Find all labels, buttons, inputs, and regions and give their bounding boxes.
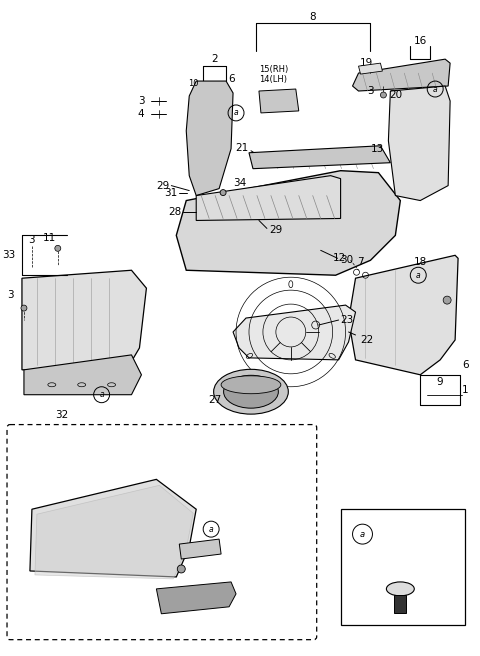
Text: a: a	[433, 85, 437, 94]
Text: a: a	[99, 390, 104, 400]
Polygon shape	[196, 176, 341, 220]
Polygon shape	[352, 59, 450, 91]
Text: 28: 28	[168, 207, 181, 218]
Circle shape	[55, 245, 61, 251]
Text: 7: 7	[357, 257, 364, 267]
Text: 3: 3	[367, 86, 373, 96]
FancyBboxPatch shape	[7, 424, 317, 640]
Polygon shape	[22, 270, 146, 370]
Circle shape	[177, 565, 185, 573]
Text: a: a	[416, 271, 420, 279]
Text: 24: 24	[158, 564, 171, 574]
Text: 4: 4	[138, 109, 144, 119]
Polygon shape	[348, 255, 458, 375]
Text: 13: 13	[371, 144, 384, 154]
Text: 15(RH): 15(RH)	[259, 64, 288, 73]
Circle shape	[220, 190, 226, 195]
Polygon shape	[233, 305, 356, 360]
FancyBboxPatch shape	[395, 595, 406, 613]
Text: 11: 11	[43, 234, 57, 243]
Ellipse shape	[214, 369, 288, 414]
Text: 6: 6	[462, 360, 468, 370]
Text: 26: 26	[136, 594, 149, 604]
Polygon shape	[24, 355, 142, 395]
Polygon shape	[180, 539, 221, 559]
Polygon shape	[186, 81, 233, 195]
Text: 29: 29	[269, 226, 282, 236]
Text: 27: 27	[208, 395, 221, 405]
Text: 18: 18	[414, 257, 427, 267]
Text: 19: 19	[360, 58, 373, 68]
Text: (W/SEAT UNDER SPEAKER): (W/SEAT UNDER SPEAKER)	[27, 440, 139, 449]
Polygon shape	[259, 89, 299, 113]
Text: 30: 30	[341, 255, 354, 265]
Ellipse shape	[224, 375, 278, 408]
Text: 6: 6	[229, 74, 235, 84]
Polygon shape	[359, 63, 383, 74]
Polygon shape	[176, 171, 400, 276]
Text: 3: 3	[138, 96, 144, 106]
Text: 33: 33	[2, 251, 15, 260]
Text: 5: 5	[387, 527, 394, 541]
Ellipse shape	[386, 582, 414, 596]
Text: 22: 22	[360, 335, 374, 345]
Text: 1: 1	[462, 384, 468, 395]
Polygon shape	[30, 480, 196, 577]
Text: 14(LH): 14(LH)	[259, 75, 287, 83]
Text: 25: 25	[221, 537, 234, 547]
Text: 3: 3	[29, 236, 35, 245]
Circle shape	[381, 92, 386, 98]
Text: 21: 21	[236, 143, 249, 153]
Text: 9: 9	[437, 377, 444, 387]
Polygon shape	[156, 582, 236, 614]
Text: 29: 29	[156, 180, 169, 191]
Text: 21: 21	[125, 462, 138, 472]
Text: a: a	[234, 108, 239, 117]
Text: 16: 16	[414, 36, 427, 46]
Text: a: a	[360, 529, 365, 539]
Text: 8: 8	[310, 12, 316, 22]
Polygon shape	[35, 485, 193, 579]
Text: 2: 2	[211, 54, 217, 64]
Text: 10: 10	[188, 79, 198, 87]
Polygon shape	[388, 86, 450, 201]
Text: 3: 3	[7, 290, 14, 300]
Text: 20: 20	[389, 90, 402, 100]
Text: 34: 34	[233, 178, 246, 188]
Polygon shape	[249, 146, 390, 169]
Circle shape	[21, 305, 27, 311]
Text: 31: 31	[164, 188, 177, 197]
Text: 23: 23	[341, 315, 354, 325]
Text: 12: 12	[332, 253, 346, 263]
Ellipse shape	[221, 376, 281, 394]
Text: 32: 32	[55, 409, 69, 420]
Text: a: a	[209, 525, 214, 533]
Circle shape	[443, 296, 451, 304]
FancyBboxPatch shape	[341, 509, 465, 625]
